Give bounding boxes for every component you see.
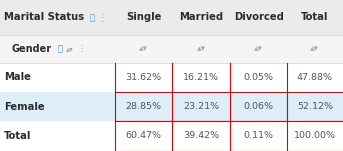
Text: Gender: Gender <box>12 44 52 54</box>
Text: ▴▾: ▴▾ <box>139 45 148 53</box>
Text: 100.00%: 100.00% <box>294 132 336 140</box>
Text: Single: Single <box>126 13 161 22</box>
Text: Male: Male <box>4 72 31 82</box>
Text: Female: Female <box>4 101 45 111</box>
Text: Marital Status: Marital Status <box>4 13 84 22</box>
Text: ▴▾: ▴▾ <box>310 45 319 53</box>
Text: Divorced: Divorced <box>234 13 284 22</box>
Text: ⋮: ⋮ <box>98 13 108 22</box>
Text: 52.12%: 52.12% <box>297 102 333 111</box>
Text: 0.06%: 0.06% <box>244 102 274 111</box>
Text: 23.21%: 23.21% <box>183 102 220 111</box>
Text: ⋮: ⋮ <box>77 45 85 53</box>
Bar <box>0 121 343 151</box>
Text: 39.42%: 39.42% <box>183 132 220 140</box>
Text: ▴▾: ▴▾ <box>254 45 263 53</box>
Text: ⓘ: ⓘ <box>58 45 62 53</box>
Bar <box>0 0 343 35</box>
Bar <box>0 63 343 92</box>
Bar <box>0 92 343 121</box>
Text: ▴▾: ▴▾ <box>197 45 206 53</box>
Text: 47.88%: 47.88% <box>297 73 333 82</box>
Text: 16.21%: 16.21% <box>184 73 219 82</box>
Text: Total: Total <box>4 131 31 141</box>
Text: Married: Married <box>179 13 223 22</box>
Text: 28.85%: 28.85% <box>126 102 162 111</box>
Text: 60.47%: 60.47% <box>126 132 162 140</box>
Text: 31.62%: 31.62% <box>126 73 162 82</box>
Text: ⓘ: ⓘ <box>90 13 95 22</box>
Bar <box>0 35 343 63</box>
Text: 0.05%: 0.05% <box>244 73 274 82</box>
Text: Total: Total <box>301 13 329 22</box>
Text: 0.11%: 0.11% <box>244 132 274 140</box>
Text: ▴▾: ▴▾ <box>66 45 74 53</box>
